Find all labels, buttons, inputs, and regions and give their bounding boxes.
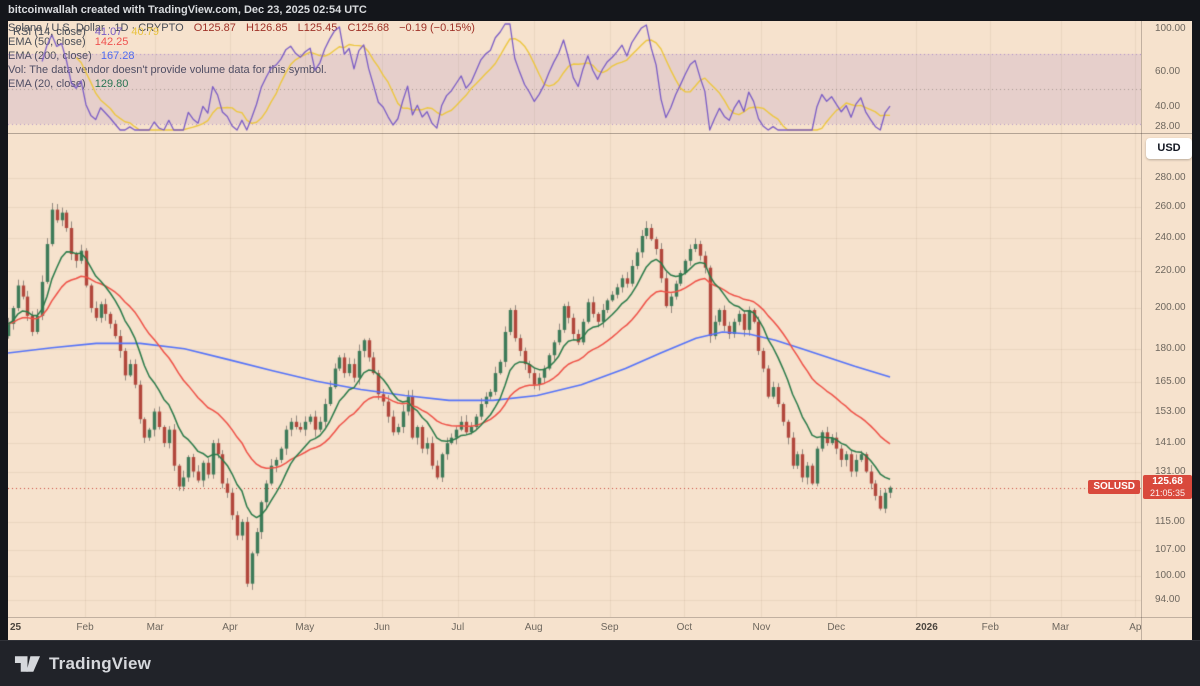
time-tick: Feb	[981, 622, 999, 633]
time-tick: Jul	[451, 622, 465, 633]
chart-area[interactable]: RSI (14, close) 41.07 40.79 Solana / U.S…	[8, 21, 1192, 640]
time-tick: Ap	[1129, 622, 1142, 633]
pane-separator[interactable]	[8, 133, 1192, 134]
time-tick: 25	[10, 622, 22, 633]
price-axis-label: 200.00	[1155, 302, 1186, 314]
attribution-bar: bitcoinwallah created with TradingView.c…	[0, 0, 1200, 21]
time-tick: May	[295, 622, 315, 633]
time-axis[interactable]: 25 Feb Mar Apr May Jun Jul Aug Sep Oct Nov Dec 2026 F…	[8, 618, 1192, 640]
time-tick: Apr	[222, 622, 238, 633]
rsi-ma-value: 40.79	[131, 26, 159, 38]
price-axis-label: 153.00	[1155, 405, 1186, 417]
time-tick: Sep	[600, 622, 619, 633]
price-axis-separator	[1141, 21, 1142, 640]
price-pane-canvas[interactable]	[8, 133, 1141, 617]
price-axis-label: 240.00	[1155, 231, 1186, 243]
rsi-label: RSI (14, close)	[13, 26, 86, 38]
last-price-badge: 125.68 21:05:35	[1143, 475, 1192, 499]
attribution-text: bitcoinwallah created with TradingView.c…	[8, 4, 367, 16]
time-tick: Mar	[146, 622, 164, 633]
price-axis-label: 100.00	[1155, 569, 1186, 581]
price-axis-label: 131.00	[1155, 465, 1186, 477]
time-tick: Aug	[524, 622, 543, 633]
tradingview-logo-icon[interactable]	[14, 652, 41, 676]
price-axis-label: 141.00	[1155, 437, 1186, 449]
price-axis-label: 220.00	[1155, 265, 1186, 277]
price-axis-label: 94.00	[1155, 593, 1181, 605]
time-tick: Mar	[1051, 622, 1070, 633]
time-tick: Jun	[373, 622, 390, 633]
rsi-axis-label: 28.00	[1155, 121, 1181, 132]
rsi-axis-label: 100.00	[1155, 23, 1186, 34]
time-tick: Dec	[827, 622, 846, 633]
bar-countdown: 21:05:35	[1149, 488, 1186, 498]
currency-toggle-button[interactable]: USD	[1146, 138, 1192, 159]
rsi-value: 41.07	[94, 26, 123, 38]
rsi-pane-canvas[interactable]	[8, 21, 1141, 133]
price-axis-label: 280.00	[1155, 172, 1186, 183]
rsi-legend[interactable]: RSI (14, close) 41.07 40.79	[13, 26, 159, 38]
time-tick: Oct	[676, 622, 693, 633]
rsi-axis-label: 60.00	[1155, 65, 1181, 77]
last-price-value: 125.68	[1152, 476, 1183, 487]
symbol-price-chip: SOLUSD	[1088, 480, 1140, 494]
price-axis-label: 180.00	[1155, 342, 1186, 354]
price-axis-label: 165.00	[1155, 376, 1186, 388]
time-tick: Nov	[752, 622, 771, 633]
time-axis-separator	[8, 617, 1192, 618]
time-tick: Feb	[76, 622, 94, 633]
price-axis-label: 115.00	[1155, 515, 1185, 527]
rsi-axis-label: 40.00	[1155, 100, 1181, 112]
price-axis-label: 260.00	[1155, 200, 1186, 212]
brand-name[interactable]: TradingView	[49, 653, 152, 673]
time-tick: 2026	[915, 622, 938, 633]
brand-bar: TradingView	[0, 640, 1200, 686]
price-axis-label: 107.00	[1155, 543, 1186, 555]
